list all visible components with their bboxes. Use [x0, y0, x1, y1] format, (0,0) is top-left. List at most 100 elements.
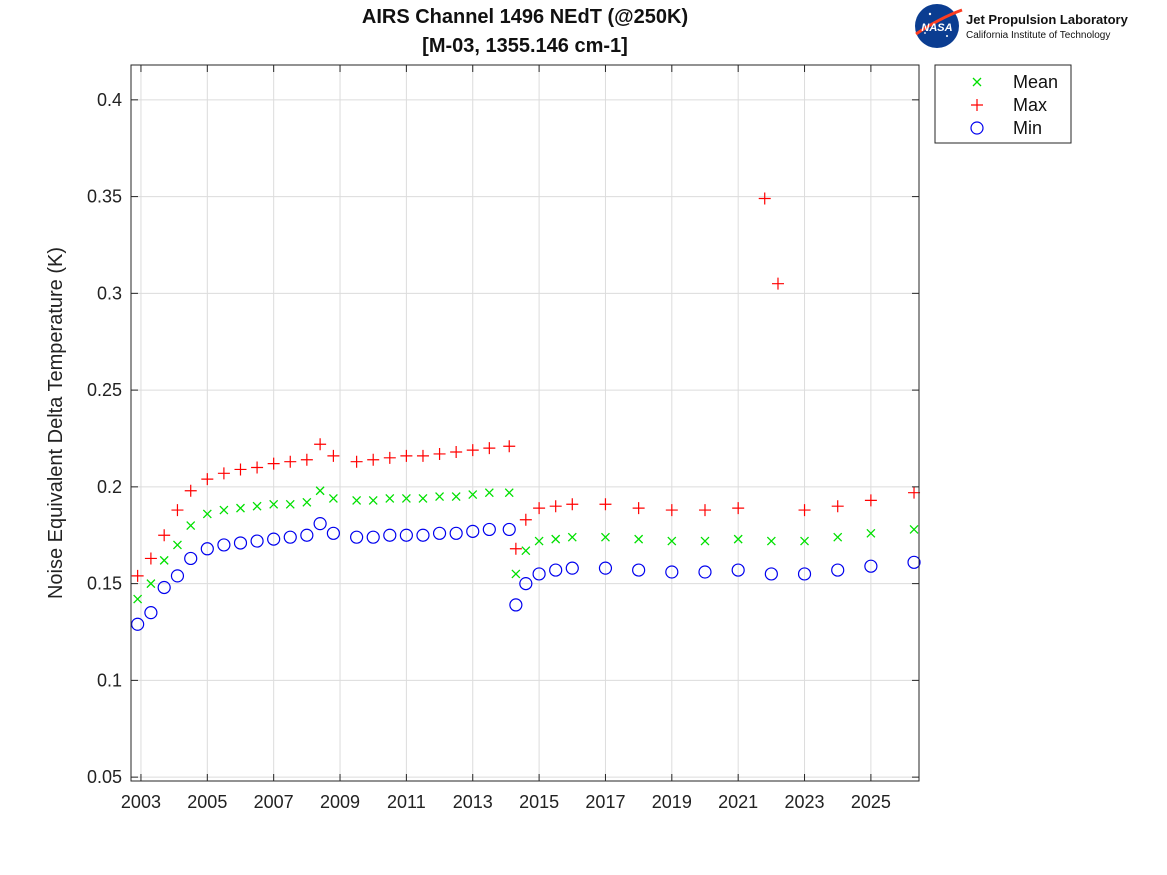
data-point-mean — [667, 536, 677, 546]
data-point-max — [549, 500, 562, 513]
data-point-max — [284, 455, 297, 468]
data-point-min — [399, 528, 413, 542]
chart-title: AIRS Channel 1496 NEdT (@250K) — [362, 6, 688, 28]
data-point-mean — [252, 501, 262, 511]
data-point-min — [831, 563, 845, 577]
data-layer — [131, 192, 921, 631]
legend-item-min: Min — [970, 118, 1042, 138]
data-point-max — [184, 484, 197, 497]
jpl-subname: California Institute of Technology — [966, 30, 1110, 41]
legend-item-mean: Mean — [972, 72, 1058, 92]
data-point-min — [416, 528, 430, 542]
data-point-max — [908, 486, 921, 499]
data-point-mean — [328, 494, 338, 503]
data-point-max — [864, 494, 877, 507]
data-point-min — [233, 536, 248, 550]
plot-area — [131, 65, 919, 781]
data-point-mean — [269, 499, 279, 509]
data-point-min — [698, 565, 712, 579]
data-point-min — [184, 551, 198, 566]
grid — [131, 65, 919, 781]
data-point-max — [217, 467, 230, 480]
legend-marker-min — [970, 121, 984, 135]
data-point-min — [509, 598, 523, 612]
legend-box — [934, 64, 1072, 144]
data-point-max — [519, 513, 532, 526]
data-point-mean — [385, 494, 395, 503]
data-point-min — [157, 580, 171, 595]
data-point-mean — [302, 497, 312, 507]
data-point-mean — [766, 536, 776, 546]
data-point-min — [432, 526, 447, 540]
data-point-min — [383, 528, 397, 542]
data-point-min — [217, 538, 231, 552]
data-point-min — [502, 522, 516, 537]
data-point-max — [300, 453, 313, 466]
data-point-mean — [468, 490, 478, 500]
data-point-mean — [236, 503, 245, 513]
data-point-max — [599, 498, 612, 511]
y-tick-label: 0.05 — [87, 767, 122, 787]
nasa-badge-text: NASA — [921, 22, 952, 34]
data-point-max — [416, 449, 429, 462]
x-tick-label: 2019 — [652, 792, 692, 812]
data-point-min — [519, 577, 533, 591]
data-point-mean — [368, 495, 378, 505]
data-point-mean — [700, 536, 710, 546]
series-min — [131, 517, 921, 631]
x-tick-label: 2005 — [187, 792, 227, 812]
data-point-min — [366, 530, 380, 544]
data-point-max — [314, 438, 327, 451]
data-point-max — [632, 502, 645, 515]
data-point-max — [533, 502, 546, 515]
data-point-max — [400, 449, 413, 462]
data-point-mean — [219, 505, 229, 515]
data-point-min — [300, 528, 314, 542]
data-point-mean — [451, 492, 461, 501]
x-tick-label: 2021 — [718, 792, 758, 812]
data-point-mean — [435, 492, 445, 501]
data-point-max — [433, 447, 446, 460]
y-tick-label: 0.3 — [97, 283, 122, 303]
legend-label-mean: Mean — [1013, 72, 1058, 92]
y-tick-label: 0.2 — [97, 477, 122, 497]
data-point-mean — [484, 488, 494, 498]
data-point-min — [632, 563, 646, 577]
data-point-max — [665, 504, 678, 517]
data-point-min — [731, 563, 745, 577]
data-point-max — [798, 504, 811, 517]
data-point-mean — [634, 534, 644, 544]
data-point-mean — [352, 495, 362, 505]
data-point-min — [250, 534, 264, 548]
data-point-mean — [133, 594, 143, 604]
data-point-max — [503, 440, 516, 453]
data-point-mean — [833, 532, 843, 542]
data-point-max — [201, 473, 214, 486]
data-point-mean — [600, 532, 610, 542]
series-mean — [133, 486, 919, 604]
data-point-max — [483, 442, 496, 455]
data-point-min — [283, 530, 297, 544]
y-tick-label: 0.1 — [97, 670, 122, 690]
data-point-max — [509, 542, 522, 555]
data-point-min — [144, 606, 158, 620]
data-point-mean — [285, 499, 295, 509]
data-point-mean — [551, 534, 561, 544]
data-point-min — [466, 524, 480, 538]
data-point-min — [170, 569, 185, 583]
x-tick-label: 2015 — [519, 792, 559, 812]
data-point-mean — [733, 534, 743, 544]
data-point-min — [907, 555, 921, 569]
data-point-mean — [172, 540, 182, 550]
ticks: 2003 2005 2007 2009 2011 2013 2015 2017 2019 2021… — [87, 65, 919, 812]
data-point-mean — [186, 521, 196, 531]
jpl-logo: NASA Jet Propulsion Laboratory Californi… — [915, 4, 1129, 48]
data-point-mean — [504, 488, 514, 498]
data-point-max — [383, 451, 396, 464]
data-point-max — [698, 504, 711, 517]
x-tick-label: 2013 — [453, 792, 493, 812]
data-point-min — [449, 526, 463, 540]
data-point-max — [566, 498, 579, 511]
x-tick-label: 2003 — [121, 792, 161, 812]
data-point-mean — [534, 536, 544, 546]
